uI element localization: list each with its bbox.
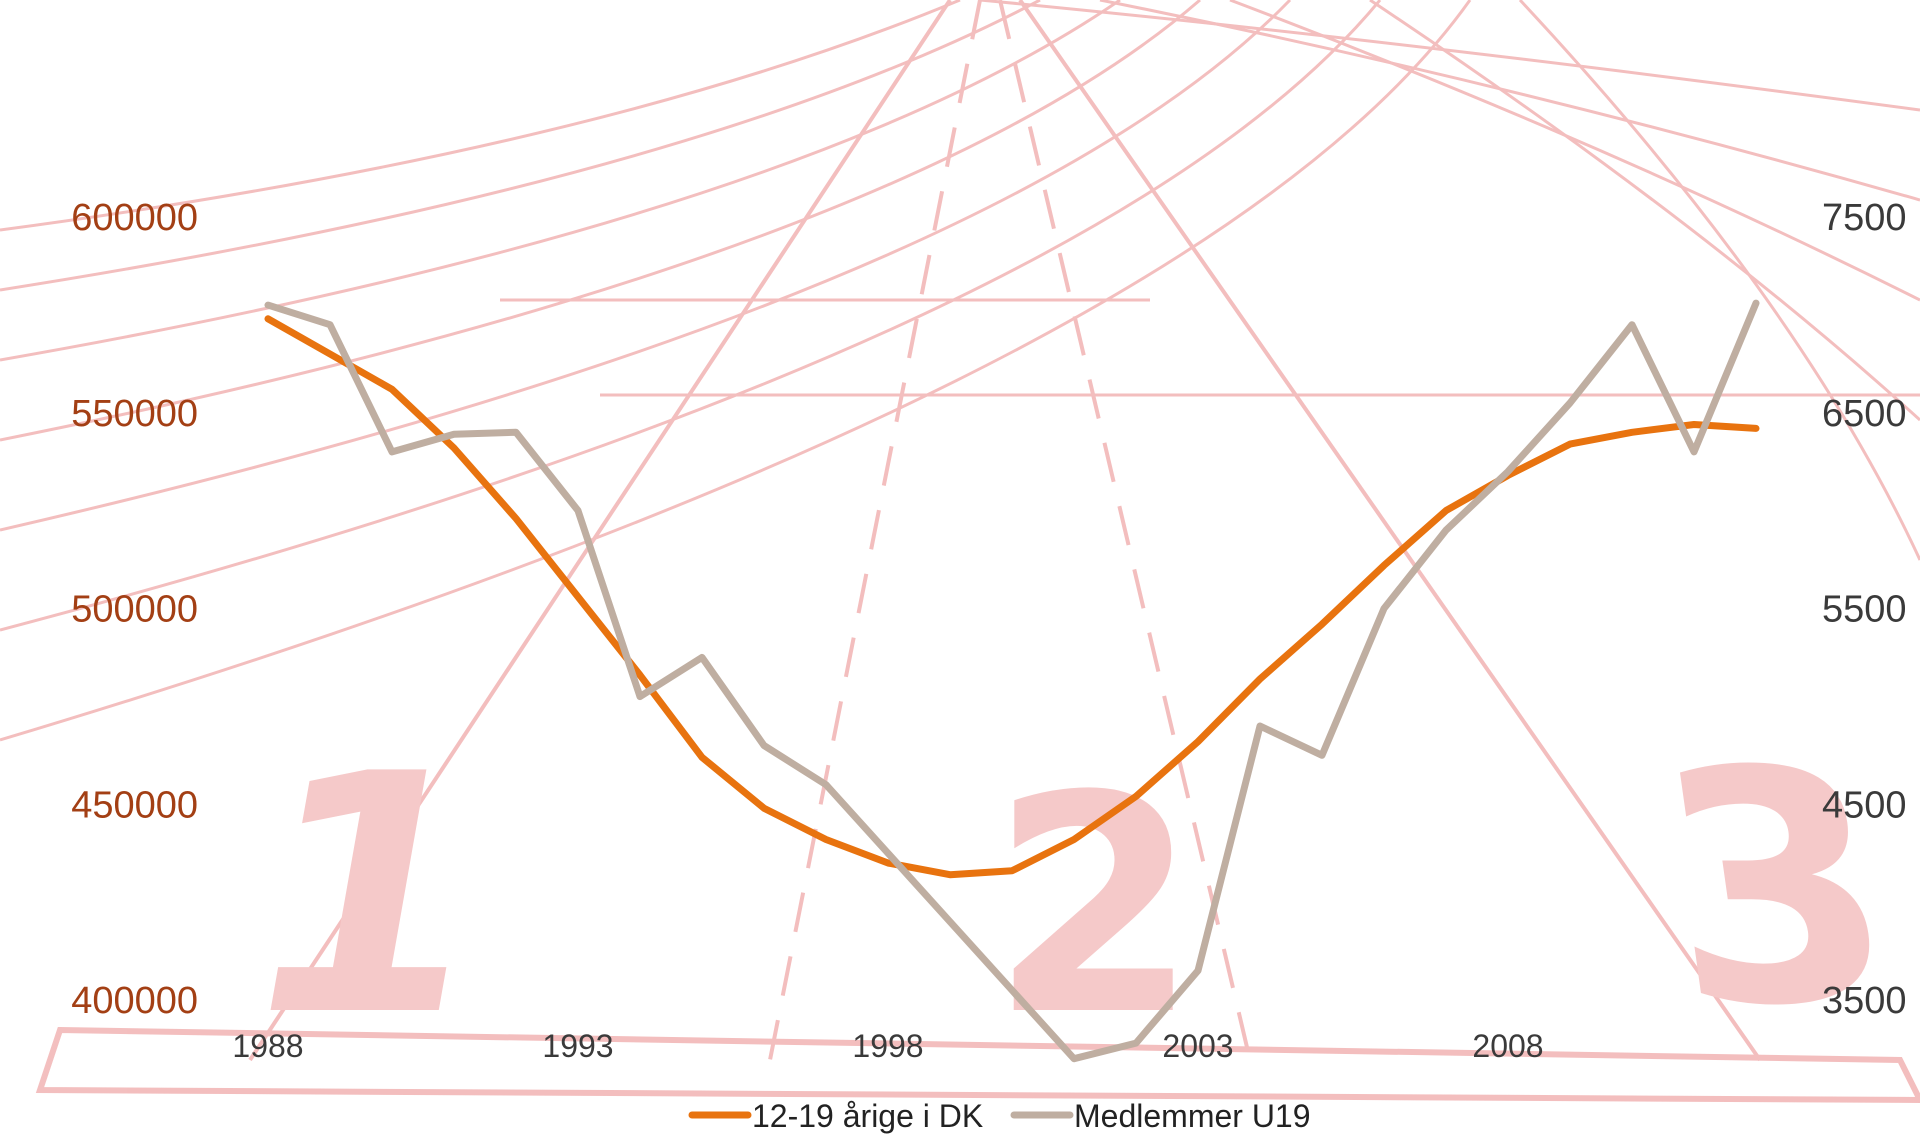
legend-label-1: 12-19 årige i DK bbox=[752, 1098, 983, 1134]
y-left-tick-label: 550000 bbox=[71, 393, 198, 435]
y-left-tick-label: 600000 bbox=[71, 197, 198, 239]
series-line-2 bbox=[264, 299, 1760, 1063]
y-left-tick-label: 500000 bbox=[71, 589, 198, 631]
x-tick-label: 1993 bbox=[542, 1028, 613, 1064]
x-tick-label: 2003 bbox=[1162, 1028, 1233, 1064]
x-tick-label: 1998 bbox=[852, 1028, 923, 1064]
y-right-tick-label: 7500 bbox=[1822, 197, 1907, 239]
series-lines bbox=[264, 299, 1760, 1063]
y-left-tick-label: 400000 bbox=[71, 980, 198, 1022]
y-right-tick-label: 5500 bbox=[1822, 589, 1907, 631]
svg-text:3: 3 bbox=[1639, 703, 1914, 1075]
x-tick-label: 2008 bbox=[1472, 1028, 1543, 1064]
y-right-tick-label: 4500 bbox=[1822, 784, 1907, 826]
x-tick-label: 1988 bbox=[232, 1028, 303, 1064]
legend-label-2: Medlemmer U19 bbox=[1074, 1098, 1311, 1134]
svg-text:2: 2 bbox=[990, 732, 1199, 1081]
axes-group: 400000 450000 500000 550000 600000 3500 4500 55… bbox=[71, 197, 1906, 1064]
legend: 12-19 årige i DK Medlemmer U19 bbox=[688, 1098, 1311, 1134]
y-right-tick-label: 3500 bbox=[1822, 980, 1907, 1022]
y-right-tick-label: 6500 bbox=[1822, 393, 1907, 435]
y-left-tick-label: 450000 bbox=[71, 784, 198, 826]
